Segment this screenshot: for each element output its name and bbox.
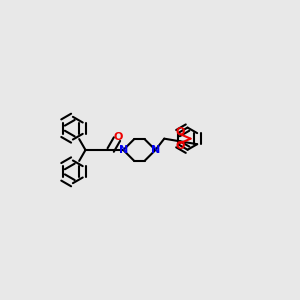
Text: N: N	[151, 145, 160, 155]
Text: O: O	[176, 141, 185, 151]
Text: O: O	[114, 132, 123, 142]
Text: N: N	[119, 145, 128, 155]
Text: O: O	[176, 127, 185, 136]
